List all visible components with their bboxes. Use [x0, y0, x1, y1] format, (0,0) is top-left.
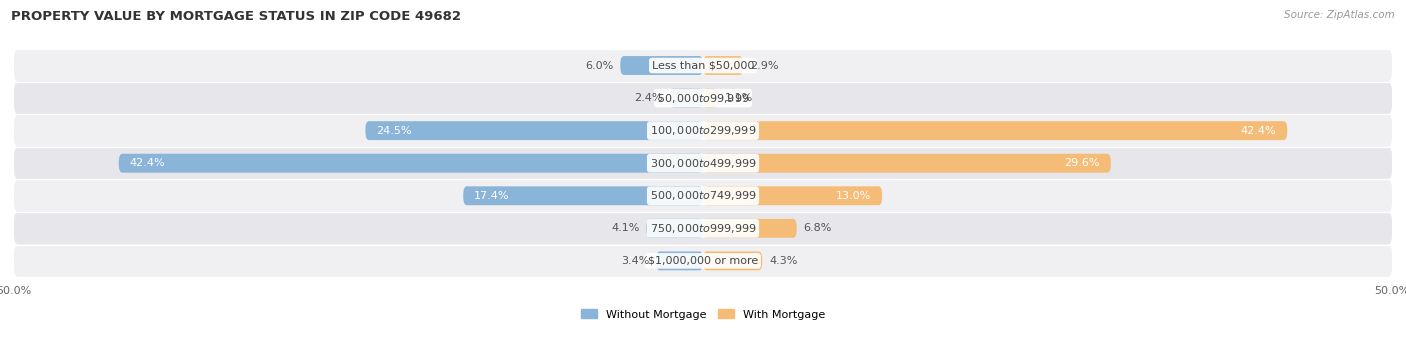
Text: Less than $50,000: Less than $50,000 [652, 61, 754, 70]
FancyBboxPatch shape [14, 180, 1392, 212]
Text: 24.5%: 24.5% [377, 126, 412, 136]
FancyBboxPatch shape [669, 89, 703, 107]
Text: 2.4%: 2.4% [634, 93, 664, 103]
FancyBboxPatch shape [657, 252, 703, 270]
Text: PROPERTY VALUE BY MORTGAGE STATUS IN ZIP CODE 49682: PROPERTY VALUE BY MORTGAGE STATUS IN ZIP… [11, 10, 461, 23]
FancyBboxPatch shape [14, 244, 1392, 277]
Text: 6.8%: 6.8% [804, 223, 832, 233]
Text: 2.9%: 2.9% [749, 61, 779, 70]
Text: Source: ZipAtlas.com: Source: ZipAtlas.com [1284, 10, 1395, 20]
FancyBboxPatch shape [14, 212, 1392, 244]
Text: 17.4%: 17.4% [474, 191, 510, 201]
Text: 4.1%: 4.1% [612, 223, 640, 233]
FancyBboxPatch shape [14, 147, 1392, 180]
Text: $300,000 to $499,999: $300,000 to $499,999 [650, 157, 756, 170]
Text: 1.1%: 1.1% [725, 93, 754, 103]
Text: $50,000 to $99,999: $50,000 to $99,999 [657, 91, 749, 105]
Text: $100,000 to $299,999: $100,000 to $299,999 [650, 124, 756, 137]
FancyBboxPatch shape [703, 186, 882, 205]
Text: $500,000 to $749,999: $500,000 to $749,999 [650, 189, 756, 202]
FancyBboxPatch shape [14, 49, 1392, 82]
Text: 6.0%: 6.0% [585, 61, 613, 70]
Text: 42.4%: 42.4% [1240, 126, 1277, 136]
FancyBboxPatch shape [703, 121, 1288, 140]
FancyBboxPatch shape [14, 114, 1392, 147]
FancyBboxPatch shape [703, 56, 742, 75]
FancyBboxPatch shape [463, 186, 703, 205]
Text: 3.4%: 3.4% [621, 256, 650, 266]
Text: 13.0%: 13.0% [835, 191, 872, 201]
FancyBboxPatch shape [366, 121, 703, 140]
FancyBboxPatch shape [647, 219, 703, 238]
FancyBboxPatch shape [703, 89, 718, 107]
FancyBboxPatch shape [703, 252, 762, 270]
Text: 42.4%: 42.4% [129, 158, 166, 168]
FancyBboxPatch shape [620, 56, 703, 75]
FancyBboxPatch shape [118, 154, 703, 173]
Text: $1,000,000 or more: $1,000,000 or more [648, 256, 758, 266]
Text: 29.6%: 29.6% [1064, 158, 1099, 168]
FancyBboxPatch shape [14, 82, 1392, 114]
Legend: Without Mortgage, With Mortgage: Without Mortgage, With Mortgage [576, 305, 830, 324]
FancyBboxPatch shape [703, 154, 1111, 173]
Text: 4.3%: 4.3% [769, 256, 797, 266]
FancyBboxPatch shape [703, 219, 797, 238]
Text: $750,000 to $999,999: $750,000 to $999,999 [650, 222, 756, 235]
